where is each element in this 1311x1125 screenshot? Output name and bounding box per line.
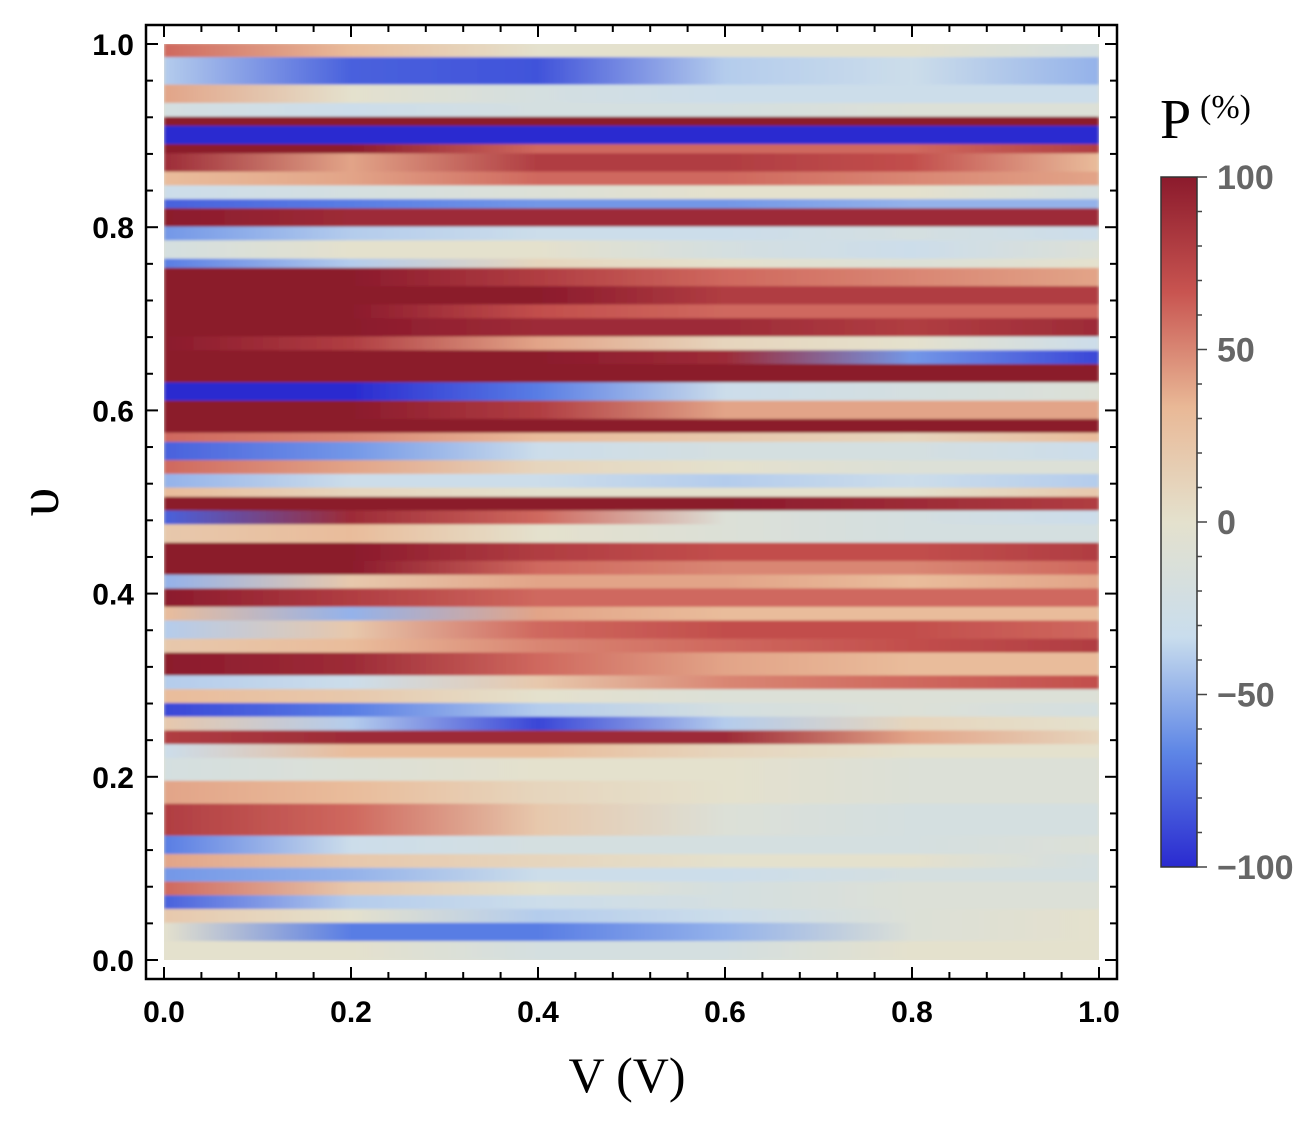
y-tick-label: 0.2 xyxy=(92,762,134,795)
heatmap-band xyxy=(164,675,1099,691)
heatmap-band xyxy=(164,542,1099,563)
colorbar-tick-label: 0 xyxy=(1217,504,1236,542)
y-axis-tick-labels: 0.0 0.2 0.4 0.6 0.8 1.0 xyxy=(92,29,134,978)
heatmap-band xyxy=(164,185,1099,201)
heatmap-band xyxy=(164,382,1099,402)
x-tick-label: 1.0 xyxy=(1078,996,1120,1029)
heatmap-band xyxy=(164,854,1099,869)
heatmap-band xyxy=(164,867,1099,883)
heatmap-band xyxy=(164,364,1099,384)
heatmap-band xyxy=(164,487,1099,499)
y-tick-label: 0.6 xyxy=(92,395,134,428)
heatmap-band xyxy=(164,199,1099,210)
heatmap-band xyxy=(164,336,1099,352)
x-tick-label: 0.6 xyxy=(704,996,746,1029)
heatmap-band xyxy=(164,144,1099,155)
heatmap-band xyxy=(164,574,1099,590)
heatmap-band xyxy=(164,57,1099,86)
heatmap-band xyxy=(164,125,1099,146)
y-tick-label: 0.4 xyxy=(92,579,134,612)
y-tick-label: 0.0 xyxy=(92,945,134,978)
x-axis-title: V (V) xyxy=(568,1047,685,1103)
heatmap-band xyxy=(164,689,1099,705)
plot-frame xyxy=(144,23,1119,981)
x-axis-ticks xyxy=(163,25,1100,979)
x-axis-tick-labels: 0.0 0.2 0.4 0.6 0.8 1.0 xyxy=(143,996,1120,1029)
heatmap-band xyxy=(164,835,1099,856)
heatmap-band xyxy=(164,441,1099,462)
heatmap-layer xyxy=(164,44,1099,960)
heatmap-band xyxy=(164,702,1099,718)
heatmap-band xyxy=(164,638,1099,654)
heatmap-band xyxy=(164,418,1099,434)
heatmap-band xyxy=(164,267,1099,288)
heatmap-band xyxy=(164,304,1099,320)
x-tick-label: 0.4 xyxy=(517,996,559,1029)
colorbar-tick-label: 50 xyxy=(1217,332,1255,370)
heatmap-band xyxy=(164,350,1099,366)
heatmap-band xyxy=(164,524,1099,544)
heatmap-band xyxy=(164,84,1099,105)
y-axis-ticks xyxy=(146,43,1117,961)
x-tick-label: 0.2 xyxy=(330,996,372,1029)
heatmap-band xyxy=(164,744,1099,760)
heatmap-band xyxy=(164,620,1099,640)
heatmap-band xyxy=(164,496,1099,512)
heatmap-band xyxy=(164,716,1099,732)
colorbar-unit: (%) xyxy=(1200,89,1251,126)
heatmap-band xyxy=(164,286,1099,306)
heatmap-band xyxy=(164,208,1099,228)
heatmap-band xyxy=(164,922,1099,943)
heatmap-band xyxy=(164,171,1099,187)
colorbar-ticks xyxy=(1197,176,1207,868)
colorbar-tick-labels: 100 50 0 −50 −100 xyxy=(1217,159,1294,887)
y-tick-label: 0.8 xyxy=(92,212,134,245)
colorbar-gradient xyxy=(1160,176,1198,868)
heatmap-band xyxy=(164,588,1099,608)
heatmap-band xyxy=(164,116,1099,128)
heatmap-band xyxy=(164,560,1099,576)
heatmap-band xyxy=(164,460,1099,476)
colorbar-title: P xyxy=(1160,89,1191,151)
heatmap-band xyxy=(164,780,1099,805)
colorbar-tick-label: −50 xyxy=(1217,677,1275,715)
heatmap-band xyxy=(164,473,1099,489)
heatmap-band xyxy=(164,881,1099,897)
heatmap-band xyxy=(164,102,1099,118)
heatmap-band xyxy=(164,803,1099,837)
heatmap-band xyxy=(164,400,1099,421)
heatmap-band xyxy=(164,44,1099,59)
y-tick-label: 1.0 xyxy=(92,29,134,62)
heatmap-band xyxy=(164,606,1099,622)
x-tick-label: 0.8 xyxy=(891,996,933,1029)
colorbar: P (%) 100 50 0 −50 −100 xyxy=(1160,89,1294,887)
heatmap-band xyxy=(164,510,1099,526)
heatmap-band xyxy=(164,318,1099,338)
heatmap-band xyxy=(164,652,1099,677)
colorbar-tick-label: −100 xyxy=(1217,849,1294,887)
x-tick-label: 0.0 xyxy=(143,996,185,1029)
heatmap-band xyxy=(164,895,1099,911)
heatmap-band xyxy=(164,941,1099,960)
y-axis-title: υ xyxy=(6,488,71,517)
colorbar-tick-label: 100 xyxy=(1217,159,1274,197)
heatmap-band xyxy=(164,432,1099,444)
heatmap-band xyxy=(164,153,1099,173)
heatmap-band xyxy=(164,909,1099,924)
heatmap-band xyxy=(164,757,1099,782)
heatmap-band xyxy=(164,240,1099,260)
heatmap-band xyxy=(164,226,1099,242)
heatmap-band xyxy=(164,730,1099,746)
heatmap-band xyxy=(164,258,1099,270)
